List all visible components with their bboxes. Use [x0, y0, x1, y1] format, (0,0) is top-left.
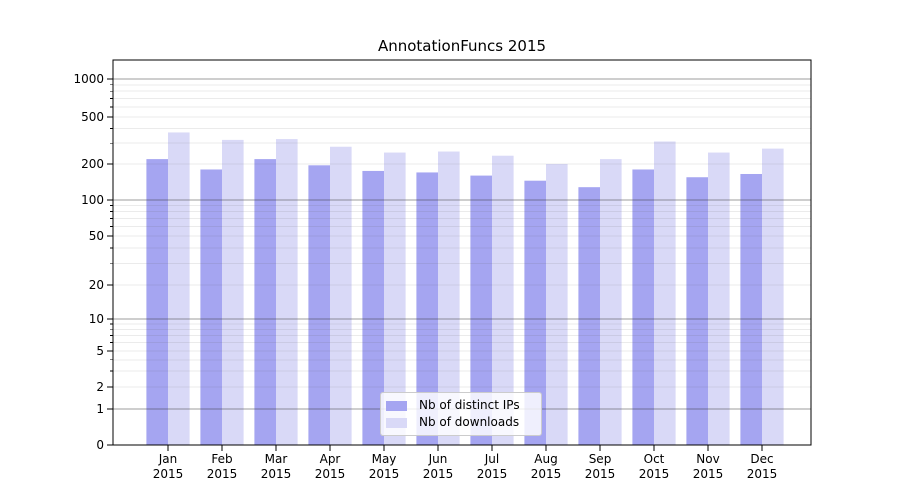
- legend-label-downloads: Nb of downloads: [419, 415, 520, 429]
- bar-distinct-ips-7: [470, 175, 492, 445]
- bar-distinct-ips-8: [524, 180, 546, 446]
- bar-downloads-1: [168, 132, 190, 445]
- y-axis-tick-label-500: 500: [81, 110, 104, 124]
- x-axis-tick-label-12: Dec 2015: [746, 452, 778, 481]
- legend-label-distinct-ips: Nb of distinct IPs: [419, 398, 520, 412]
- bar-downloads-5: [384, 152, 406, 445]
- bar-distinct-ips-1: [146, 159, 168, 445]
- y-axis-tick-label-0: 0: [96, 438, 104, 452]
- bar-distinct-ips-11: [686, 177, 708, 445]
- chart-title: AnnotationFuncs 2015: [377, 37, 547, 55]
- x-axis-tick-label-2: Feb 2015: [206, 452, 238, 481]
- bar-distinct-ips-3: [254, 159, 276, 445]
- y-axis-tick-label-5: 5: [96, 344, 104, 358]
- bar-distinct-ips-12: [740, 173, 762, 446]
- x-axis-tick-label-9: Sep 2015: [584, 452, 616, 481]
- y-axis-tick-label-1000: 1000: [73, 72, 104, 86]
- legend-item-distinct-ips: Nb of distinct IPs: [386, 398, 533, 413]
- x-axis-tick-label-1: Jan 2015: [152, 452, 184, 481]
- bar-distinct-ips-2: [200, 169, 222, 445]
- x-axis-tick-label-10: Oct 2015: [638, 452, 670, 481]
- bar-downloads-6: [438, 151, 460, 445]
- bar-downloads-2: [222, 139, 244, 446]
- bar-downloads-3: [276, 139, 298, 445]
- bar-downloads-4: [330, 146, 352, 445]
- legend: Nb of distinct IPs Nb of downloads: [380, 392, 542, 436]
- x-axis-tick-label-7: Jul 2015: [476, 452, 508, 481]
- bar-downloads-8: [546, 164, 568, 445]
- bar-distinct-ips-9: [578, 187, 600, 445]
- axis-frame: [112, 59, 812, 446]
- bar-distinct-ips-10: [632, 169, 654, 445]
- bar-distinct-ips-6: [416, 172, 438, 446]
- bar-downloads-7: [492, 155, 514, 445]
- y-axis-tick-label-20: 20: [88, 278, 104, 292]
- y-axis-tick-label-1: 1: [96, 402, 104, 416]
- x-axis-tick-label-6: Jun 2015: [422, 452, 454, 481]
- y-axis-tick-label-100: 100: [81, 193, 104, 207]
- legend-swatch-distinct-ips: [386, 400, 407, 411]
- y-axis-tick-label-50: 50: [88, 229, 104, 243]
- legend-item-downloads: Nb of downloads: [386, 415, 533, 430]
- x-axis-tick-label-4: Apr 2015: [314, 452, 346, 481]
- y-axis-tick-label-200: 200: [81, 157, 104, 171]
- x-axis-tick-label-11: Nov 2015: [692, 452, 724, 481]
- bar-distinct-ips-5: [362, 170, 384, 445]
- bar-downloads-12: [762, 148, 784, 445]
- bar-distinct-ips-4: [308, 165, 330, 445]
- x-axis-tick-label-8: Aug 2015: [530, 452, 562, 481]
- x-axis-tick-label-3: Mar 2015: [260, 452, 292, 481]
- bar-downloads-10: [654, 141, 676, 445]
- bar-downloads-9: [600, 159, 622, 445]
- legend-swatch-downloads: [386, 417, 407, 428]
- y-axis-tick-label-2: 2: [96, 380, 104, 394]
- bar-downloads-11: [708, 152, 730, 445]
- x-axis-tick-label-5: May 2015: [368, 452, 400, 481]
- y-axis-tick-label-10: 10: [88, 312, 104, 326]
